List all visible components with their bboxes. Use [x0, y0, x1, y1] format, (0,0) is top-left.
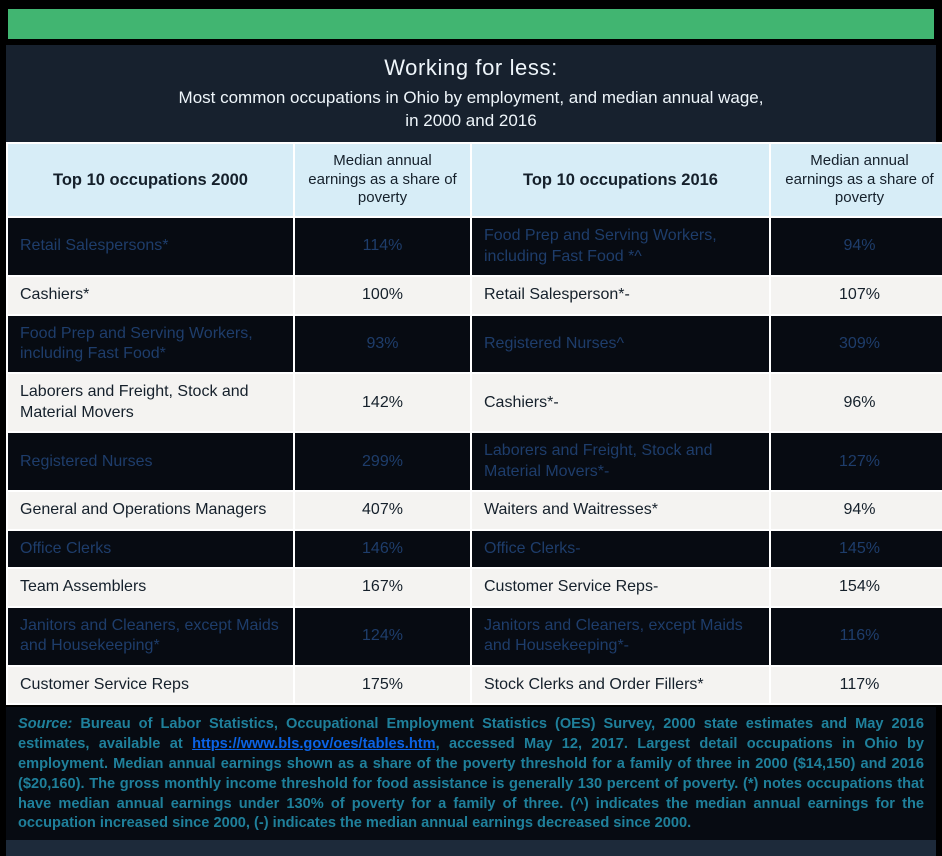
column-header-earnings-2016: Median annual earnings as a share of pov… — [769, 141, 942, 219]
share-2016-cell: 116% — [769, 605, 942, 667]
occupation-2000-cell: General and Operations Managers — [6, 490, 295, 531]
share-2016-cell: 117% — [769, 664, 942, 706]
table-row: General and Operations Managers 407% Wai… — [6, 490, 942, 531]
source-label: Source: — [18, 716, 73, 733]
table-row: Team Assemblers 167% Customer Service Re… — [6, 567, 942, 608]
occupation-2000-cell: Team Assemblers — [6, 567, 295, 608]
table-row: Office Clerks 146% Office Clerks- 145% — [6, 528, 942, 570]
occupation-2000-cell: Food Prep and Serving Workers, including… — [6, 313, 295, 375]
top-accent-bar — [6, 7, 936, 41]
bottom-accent-strip — [6, 840, 936, 856]
title-block: Working for less: Most common occupation… — [6, 45, 936, 142]
occupation-2016-cell: Waiters and Waitresses* — [470, 490, 771, 531]
share-2000-cell: 175% — [293, 664, 472, 706]
occupation-2016-cell: Customer Service Reps- — [470, 567, 771, 608]
share-2000-cell: 146% — [293, 528, 472, 570]
share-2000-cell: 142% — [293, 372, 472, 434]
occupations-table: Top 10 occupations 2000 Median annual ea… — [6, 141, 942, 706]
source-text-after-link: , accessed May 12, 2017. Largest detail … — [18, 736, 925, 832]
occupation-2000-cell: Office Clerks — [6, 528, 295, 570]
page-title: Working for less: — [384, 55, 558, 80]
occupation-2016-cell: Laborers and Freight, Stock and Material… — [470, 431, 771, 493]
table-row: Registered Nurses 299% Laborers and Frei… — [6, 431, 942, 493]
share-2000-cell: 167% — [293, 567, 472, 608]
occupation-2016-cell: Cashiers*- — [470, 372, 771, 434]
share-2016-cell: 127% — [769, 431, 942, 493]
occupation-2000-cell: Laborers and Freight, Stock and Material… — [6, 372, 295, 434]
occupation-2016-cell: Retail Salesperson*- — [470, 275, 771, 316]
column-header-occupations-2000: Top 10 occupations 2000 — [6, 141, 295, 219]
occupation-2000-cell: Retail Salespersons* — [6, 216, 295, 278]
occupation-2016-cell: Registered Nurses^ — [470, 313, 771, 375]
share-2000-cell: 93% — [293, 313, 472, 375]
share-2016-cell: 309% — [769, 313, 942, 375]
share-2000-cell: 100% — [293, 275, 472, 316]
occupation-2000-cell: Janitors and Cleaners, except Maids and … — [6, 605, 295, 667]
table-row: Cashiers* 100% Retail Salesperson*- 107% — [6, 275, 942, 316]
table-header-row: Top 10 occupations 2000 Median annual ea… — [6, 141, 942, 219]
occupation-2016-cell: Janitors and Cleaners, except Maids and … — [470, 605, 771, 667]
subtitle-line-1: Most common occupations in Ohio by emplo… — [178, 88, 764, 107]
occupation-2016-cell: Food Prep and Serving Workers, including… — [470, 216, 771, 278]
share-2016-cell: 145% — [769, 528, 942, 570]
occupation-2016-cell: Stock Clerks and Order Fillers* — [470, 664, 771, 706]
table-row: Retail Salespersons* 114% Food Prep and … — [6, 216, 942, 278]
table-row: Food Prep and Serving Workers, including… — [6, 313, 942, 375]
share-2016-cell: 96% — [769, 372, 942, 434]
share-2000-cell: 114% — [293, 216, 472, 278]
occupation-2000-cell: Registered Nurses — [6, 431, 295, 493]
occupation-2000-cell: Cashiers* — [6, 275, 295, 316]
source-text-before-link: Bureau of Labor Statistics, Occupational… — [18, 716, 924, 752]
subtitle-line-2: in 2000 and 2016 — [405, 110, 537, 130]
share-2016-cell: 107% — [769, 275, 942, 316]
share-2016-cell: 94% — [769, 490, 942, 531]
table-row: Janitors and Cleaners, except Maids and … — [6, 605, 942, 667]
bls-tables-link[interactable]: https://www.bls.gov/oes/tables.htm — [192, 736, 436, 752]
table-row: Laborers and Freight, Stock and Material… — [6, 372, 942, 434]
source-note: Source: Bureau of Labor Statistics, Occu… — [6, 707, 936, 841]
occupation-2016-cell: Office Clerks- — [470, 528, 771, 570]
share-2000-cell: 299% — [293, 431, 472, 493]
share-2016-cell: 94% — [769, 216, 942, 278]
share-2000-cell: 124% — [293, 605, 472, 667]
occupation-2000-cell: Customer Service Reps — [6, 664, 295, 706]
column-header-earnings-2000: Median annual earnings as a share of pov… — [293, 141, 472, 219]
page: Working for less: Most common occupation… — [6, 7, 942, 856]
table-row: Customer Service Reps 175% Stock Clerks … — [6, 664, 942, 706]
page-subtitle: Most common occupations in Ohio by emplo… — [14, 87, 928, 133]
share-2000-cell: 407% — [293, 490, 472, 531]
share-2016-cell: 154% — [769, 567, 942, 608]
column-header-occupations-2016: Top 10 occupations 2016 — [470, 141, 771, 219]
